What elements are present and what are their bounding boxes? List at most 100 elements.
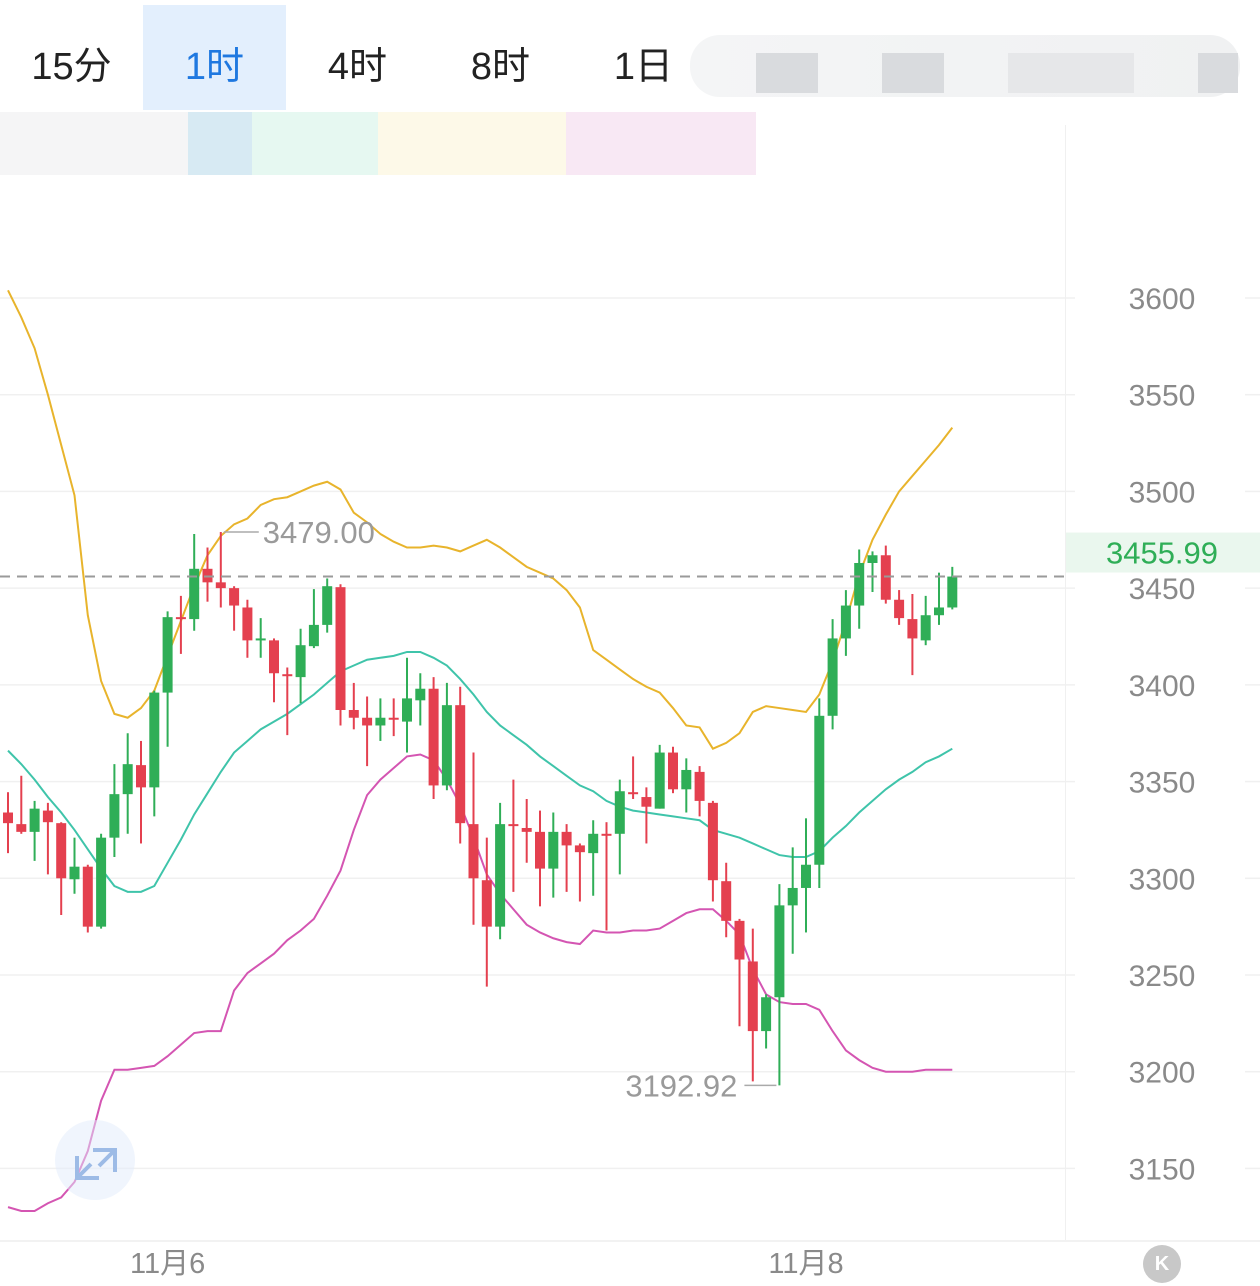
candle-down xyxy=(56,823,67,879)
tab-4hour[interactable]: 4时 xyxy=(327,46,388,88)
candle-down xyxy=(335,587,346,710)
candle-down xyxy=(455,705,466,824)
candle-up xyxy=(774,905,785,998)
candle-down xyxy=(508,824,519,827)
candle-up xyxy=(149,692,160,788)
candle-up xyxy=(375,717,386,726)
candle-down xyxy=(734,920,745,960)
y-tick-label: 3300 xyxy=(1129,863,1196,896)
redacted-toolbar-area xyxy=(690,35,1240,97)
tab-1day[interactable]: 1日 xyxy=(613,46,674,88)
candle-down xyxy=(894,599,905,619)
y-tick-label: 3600 xyxy=(1129,283,1196,316)
y-tick-label: 3500 xyxy=(1129,476,1196,509)
candle-down xyxy=(242,607,253,641)
candle-up xyxy=(122,764,133,795)
candle-down xyxy=(707,802,718,881)
middle-band-line xyxy=(7,650,953,893)
tab-15min[interactable]: 15分 xyxy=(31,46,112,88)
candle-up xyxy=(947,576,958,608)
candle-down xyxy=(269,640,279,674)
candle-up xyxy=(854,562,865,606)
candle-down xyxy=(721,881,732,921)
candle-up xyxy=(681,769,692,790)
y-tick-label: 3350 xyxy=(1129,767,1196,800)
candle-up xyxy=(654,752,665,809)
candle-down xyxy=(907,619,918,639)
low-price-label: 3192.92 xyxy=(625,1068,737,1103)
high-price-label: 3479.00 xyxy=(263,515,375,550)
candle-down xyxy=(215,582,226,589)
candle-down xyxy=(282,674,293,677)
candle-down xyxy=(574,845,585,853)
candle-down xyxy=(668,752,678,790)
y-tick-label: 3250 xyxy=(1129,960,1196,993)
current-price-label: 3455.99 xyxy=(1106,536,1218,571)
y-tick-label: 3200 xyxy=(1129,1057,1196,1090)
candle-down xyxy=(3,812,13,824)
candle-down xyxy=(747,961,758,1032)
time-axis-strip xyxy=(0,1240,1260,1282)
tab-8hour[interactable]: 8时 xyxy=(470,46,531,88)
candle-down xyxy=(468,824,479,879)
candle-up xyxy=(441,705,452,786)
candle-up xyxy=(402,698,412,722)
candle-up xyxy=(96,837,107,927)
candle-up xyxy=(162,617,173,693)
candle-up xyxy=(415,688,426,701)
candle-down xyxy=(481,880,492,927)
candle-down xyxy=(388,717,399,720)
candle-up xyxy=(920,615,931,641)
candle-down xyxy=(42,810,53,823)
tab-1hour[interactable]: 1时 xyxy=(143,5,286,110)
candle-up xyxy=(801,864,811,888)
candle-up xyxy=(495,824,506,927)
x-tick-label: 11月6 xyxy=(130,1248,205,1280)
candle-up xyxy=(255,638,266,641)
candle-up xyxy=(934,607,944,616)
candle-up xyxy=(840,605,851,639)
candle-down xyxy=(628,792,639,795)
candle-down xyxy=(136,765,146,788)
candle-up xyxy=(69,866,80,880)
lower-band-line xyxy=(7,753,953,1212)
candle-up xyxy=(761,997,772,1032)
candle-down xyxy=(641,797,652,807)
y-tick-label: 3450 xyxy=(1129,573,1196,606)
kline-toggle-button[interactable]: K xyxy=(1143,1245,1181,1283)
y-tick-label: 3400 xyxy=(1129,670,1196,703)
candle-down xyxy=(428,688,439,786)
candle-up xyxy=(29,808,40,832)
candle-up xyxy=(189,568,200,620)
candle-up xyxy=(322,586,333,625)
upper-band-line xyxy=(7,289,954,750)
candle-up xyxy=(787,887,798,906)
candle-down xyxy=(16,824,27,832)
x-tick-label: 11月8 xyxy=(768,1248,843,1280)
expand-arrows-icon xyxy=(75,1148,117,1180)
interval-tab-bar: 15分 1时 4时 8时 1日 xyxy=(0,5,1260,110)
candle-up xyxy=(867,555,878,563)
candle-down xyxy=(694,771,705,801)
candle-up xyxy=(814,715,825,865)
y-tick-label: 3550 xyxy=(1129,380,1196,413)
candle-up xyxy=(827,638,838,716)
redacted-indicator-row xyxy=(0,112,756,175)
candle-down xyxy=(229,588,240,606)
candle-down xyxy=(362,717,373,726)
expand-button[interactable] xyxy=(55,1120,135,1200)
candle-down xyxy=(175,617,186,620)
candle-down xyxy=(601,833,612,836)
candle-up xyxy=(295,645,306,678)
candle-up xyxy=(588,833,599,854)
price-axis-divider xyxy=(1065,125,1066,1240)
candle-up xyxy=(109,794,120,838)
current-price-badge xyxy=(1066,532,1260,573)
candle-up xyxy=(548,831,559,869)
candle-down xyxy=(535,831,545,869)
candle-down xyxy=(521,827,532,832)
candle-up xyxy=(614,791,625,834)
y-tick-label: 3150 xyxy=(1129,1153,1196,1186)
candle-up xyxy=(308,624,319,647)
